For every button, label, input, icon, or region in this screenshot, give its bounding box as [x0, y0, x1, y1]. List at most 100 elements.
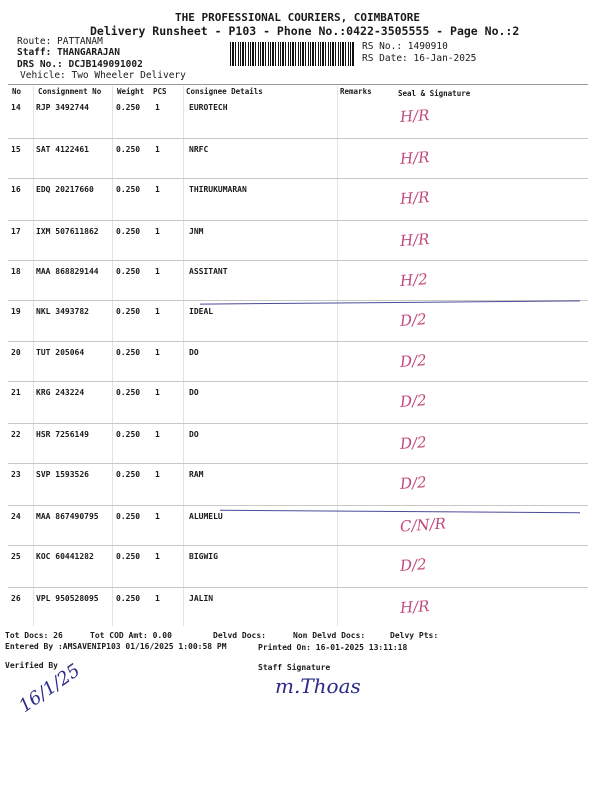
cell-weight: 0.250: [116, 594, 141, 603]
entered-by: Entered By :AMSAVENIP103 01/16/2025 1:00…: [5, 642, 227, 651]
cell-consignee: EUROTECH: [189, 103, 228, 112]
cell-consignment: NKL 3493782: [36, 307, 89, 316]
cell-weight: 0.250: [116, 388, 141, 397]
col-weight: Weight: [117, 87, 145, 96]
row-divider: [8, 138, 588, 139]
cell-no: 19: [11, 307, 21, 316]
cell-consignee: IDEAL: [189, 307, 214, 316]
signature-mark: D/2: [399, 391, 428, 411]
cell-weight: 0.250: [116, 512, 141, 521]
cell-weight: 0.250: [116, 185, 141, 194]
barcode: [230, 42, 354, 66]
cell-weight: 0.250: [116, 307, 141, 316]
cell-no: 20: [11, 348, 21, 357]
cell-no: 25: [11, 552, 21, 561]
col-pcs: PCS: [153, 87, 167, 96]
tot-cod: Tot COD Amt: 0.00: [90, 631, 172, 640]
cell-weight: 0.250: [116, 145, 141, 154]
cell-pcs: 1: [155, 388, 160, 397]
table-row: 24 MAA 867490795 0.250 1 ALUMELU C/N/R: [0, 512, 600, 553]
cell-consignee: RAM: [189, 470, 204, 479]
column-divider: [112, 86, 113, 626]
row-divider: [8, 423, 588, 424]
cell-no: 23: [11, 470, 21, 479]
cell-consignee: DO: [189, 348, 199, 357]
cell-pcs: 1: [155, 430, 160, 439]
signature-mark: D/2: [399, 351, 428, 371]
cell-no: 21: [11, 388, 21, 397]
cell-consignment: EDQ 20217660: [36, 185, 94, 194]
cell-weight: 0.250: [116, 267, 141, 276]
cell-no: 18: [11, 267, 21, 276]
cell-consignment: MAA 867490795: [36, 512, 99, 521]
signature-mark: H/R: [399, 147, 431, 169]
signature-mark: D/2: [399, 310, 428, 330]
cell-consignee: ALUMELU: [189, 512, 223, 521]
row-divider: [8, 381, 588, 382]
signature-mark: H/R: [399, 596, 431, 618]
column-divider: [183, 86, 184, 626]
company-name: THE PROFESSIONAL COURIERS, COIMBATORE: [175, 11, 421, 24]
delvd-docs: Delvd Docs:: [213, 631, 266, 640]
cell-no: 17: [11, 227, 21, 236]
signature-mark: H/R: [399, 229, 431, 251]
cell-consignment: IXM 507611862: [36, 227, 99, 236]
table-row: 14 RJP 3492744 0.250 1 EUROTECH H/R: [0, 103, 600, 144]
cell-consignment: SAT 4122461: [36, 145, 89, 154]
column-divider: [337, 86, 338, 626]
row-divider: [8, 341, 588, 342]
row-divider: [8, 587, 588, 588]
row-divider: [8, 260, 588, 261]
cell-consignment: MAA 868829144: [36, 267, 99, 276]
cell-consignment: TUT 205064: [36, 348, 85, 357]
tot-docs: Tot Docs: 26: [5, 631, 63, 640]
cell-pcs: 1: [155, 227, 160, 236]
cell-pcs: 1: [155, 594, 160, 603]
col-no: No: [12, 87, 22, 96]
cell-consignee: DO: [189, 430, 199, 439]
cell-weight: 0.250: [116, 552, 141, 561]
cell-consignee: ASSITANT: [189, 267, 228, 276]
route: Route: PATTANAM: [17, 36, 103, 47]
cell-no: 24: [11, 512, 21, 521]
table-row: 26 VPL 950528095 0.250 1 JALIN H/R: [0, 594, 600, 635]
rs-no: RS No.: 1490910: [362, 41, 448, 52]
cell-weight: 0.250: [116, 227, 141, 236]
cell-weight: 0.250: [116, 430, 141, 439]
signature-mark: H/R: [399, 187, 431, 209]
row-divider: [8, 178, 588, 179]
staff-signature-label: Staff Signature: [258, 663, 331, 672]
cell-consignment: SVP 1593526: [36, 470, 89, 479]
header-divider: [8, 84, 588, 85]
signature-mark: D/2: [399, 433, 428, 453]
rs-date: RS Date: 16-Jan-2025: [362, 53, 477, 64]
row-divider: [8, 505, 588, 506]
verified-by-label: Verified By: [5, 661, 58, 670]
table-row: 25 KOC 60441282 0.250 1 BIGWIG D/2: [0, 552, 600, 593]
signature-mark: C/N/R: [399, 514, 447, 536]
cell-consignee: JALIN: [189, 594, 214, 603]
table-row: 15 SAT 4122461 0.250 1 NRFC H/R: [0, 145, 600, 186]
signature-mark: D/2: [399, 555, 428, 575]
cell-no: 26: [11, 594, 21, 603]
table-row: 22 HSR 7256149 0.250 1 DO D/2: [0, 430, 600, 471]
cell-weight: 0.250: [116, 470, 141, 479]
cell-pcs: 1: [155, 103, 160, 112]
printed-on: Printed On: 16-01-2025 13:11:18: [258, 643, 408, 652]
cell-consignment: RJP 3492744: [36, 103, 89, 112]
col-consignment: Consignment No: [38, 87, 102, 96]
row-divider: [8, 545, 588, 546]
cell-pcs: 1: [155, 145, 160, 154]
table-row: 21 KRG 243224 0.250 1 DO D/2: [0, 388, 600, 429]
signature-mark: D/2: [399, 473, 428, 493]
col-remarks: Remarks: [340, 87, 372, 96]
row-divider: [8, 300, 588, 301]
cell-consignment: VPL 950528095: [36, 594, 99, 603]
cell-consignee: JNM: [189, 227, 204, 236]
cell-no: 16: [11, 185, 21, 194]
cell-no: 15: [11, 145, 21, 154]
row-divider: [8, 463, 588, 464]
cell-pcs: 1: [155, 348, 160, 357]
table-row: 17 IXM 507611862 0.250 1 JNM H/R: [0, 227, 600, 268]
table-row: 23 SVP 1593526 0.250 1 RAM D/2: [0, 470, 600, 511]
